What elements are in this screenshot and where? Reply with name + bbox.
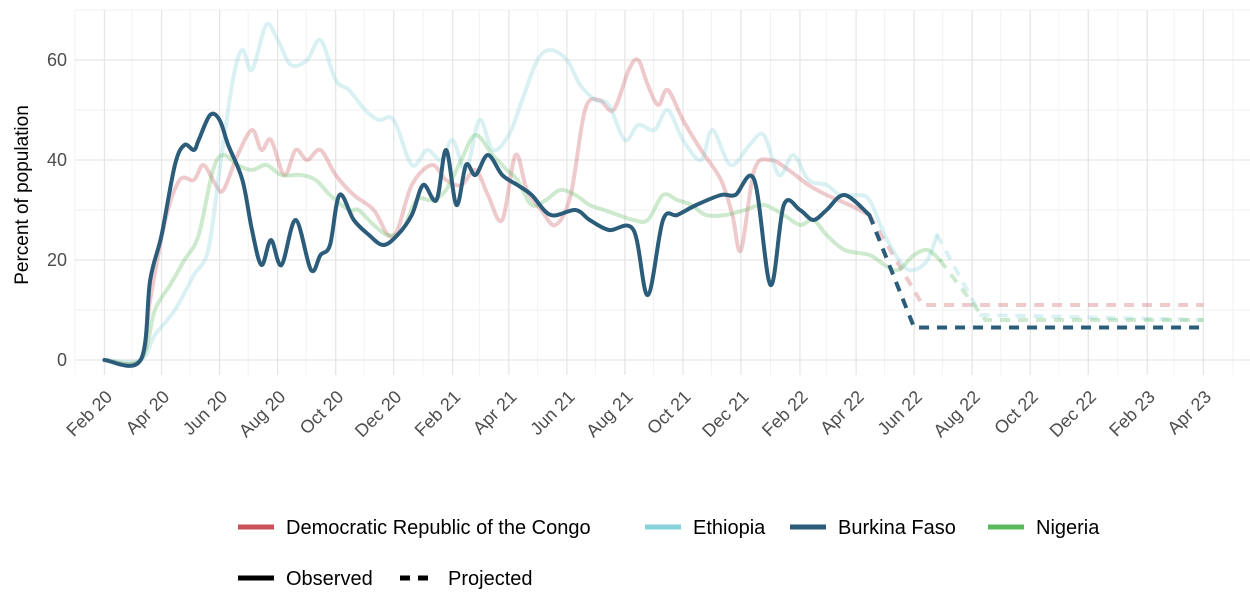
y-axis-title: Percent of population <box>12 105 33 285</box>
x-tick-label: Apr 20 <box>122 387 174 439</box>
x-tick-label: Dec 21 <box>698 387 752 441</box>
x-tick-label: Oct 22 <box>990 387 1042 439</box>
series-line-observed-ethiopia <box>102 21 939 364</box>
x-tick-label: Jun 22 <box>874 387 926 439</box>
x-tick-label: Apr 23 <box>1163 387 1215 439</box>
x-tick-label: Apr 21 <box>469 387 521 439</box>
y-tick-label: 40 <box>47 150 67 170</box>
x-tick-label: Dec 22 <box>1046 387 1100 441</box>
series-line-projected-nigeria <box>938 258 1204 322</box>
x-tick-label: Feb 21 <box>411 387 465 441</box>
x-tick-label: Oct 21 <box>643 387 695 439</box>
legend-label: Projected <box>448 568 533 590</box>
series-line-projected-burkina-faso <box>867 214 1204 330</box>
x-tick-label: Aug 22 <box>929 387 983 441</box>
x-tick-label: Feb 20 <box>62 387 116 441</box>
series-line-observed-burkina-faso <box>102 111 872 368</box>
x-tick-label: Dec 20 <box>351 387 405 441</box>
x-axis-tick-labels: Feb 20 Apr 20 Jun 20 Aug 20 Oct 20 Dec 20 Feb … <box>62 387 1215 441</box>
grid-major-lines <box>75 10 1250 375</box>
x-tick-label: Feb 23 <box>1105 387 1159 441</box>
y-tick-label: 20 <box>47 250 67 270</box>
series-line-projected-ethiopia <box>935 234 1204 322</box>
x-tick-label: Aug 20 <box>235 387 289 441</box>
x-tick-label: Feb 22 <box>758 387 812 441</box>
x-tick-label: Aug 21 <box>582 387 636 441</box>
legend-series: Democratic Republic of the Congo Ethiopia… <box>238 517 1100 539</box>
x-tick-label: Jun 20 <box>179 387 231 439</box>
grid-minor-lines <box>74 9 1250 375</box>
legend-label: Democratic Republic of the Congo <box>286 517 591 539</box>
y-tick-label: 0 <box>57 350 67 370</box>
legend-linetype: Observed Projected <box>238 568 533 590</box>
legend-label: Ethiopia <box>693 517 766 539</box>
x-tick-label: Apr 22 <box>816 387 868 439</box>
series-line-observed-nigeria <box>102 133 942 366</box>
series-line-projected-democratic-republic-of-the-congo <box>867 213 1204 307</box>
series-lines <box>102 21 1204 368</box>
x-tick-label: Jun 21 <box>526 387 578 439</box>
legend-label: Observed <box>286 568 373 590</box>
legend-label: Burkina Faso <box>838 517 956 539</box>
x-tick-label: Oct 20 <box>296 387 348 439</box>
y-axis-tick-labels: 0 20 40 60 <box>47 50 67 370</box>
legend-label: Nigeria <box>1036 517 1100 539</box>
y-tick-label: 60 <box>47 50 67 70</box>
